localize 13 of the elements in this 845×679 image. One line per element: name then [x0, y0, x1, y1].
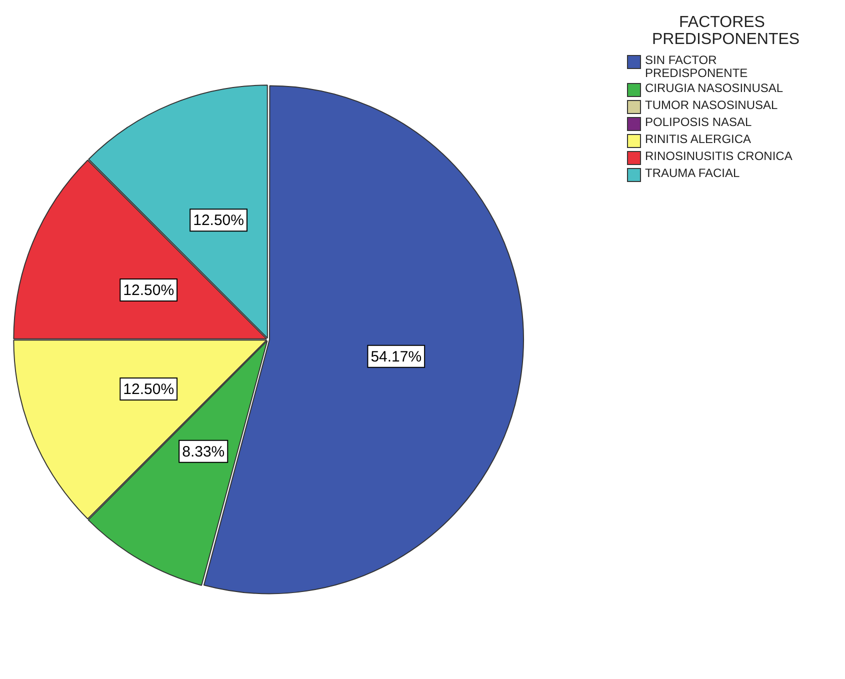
legend-label: POLIPOSIS NASAL: [645, 115, 753, 129]
legend-label: CIRUGIA NASOSINUSAL: [645, 81, 784, 95]
legend-label: TUMOR NASOSINUSAL: [645, 98, 779, 112]
legend-title: FACTORES PREDISPONENTES: [652, 14, 800, 48]
data-label: 8.33%: [182, 444, 225, 461]
data-label: 12.50%: [193, 212, 244, 230]
legend-label: RINOSINUSITIS CRONICA: [645, 149, 794, 163]
data-label: 12.50%: [123, 282, 174, 300]
data-label: 12.50%: [123, 381, 174, 398]
legend-label: RINITIS ALERGICA: [645, 132, 752, 146]
legend-label: SIN FACTOR PREDISPONENTE: [645, 53, 749, 80]
data-label: 54.17%: [370, 348, 422, 366]
legend-label: TRAUMA FACIAL: [645, 166, 741, 180]
